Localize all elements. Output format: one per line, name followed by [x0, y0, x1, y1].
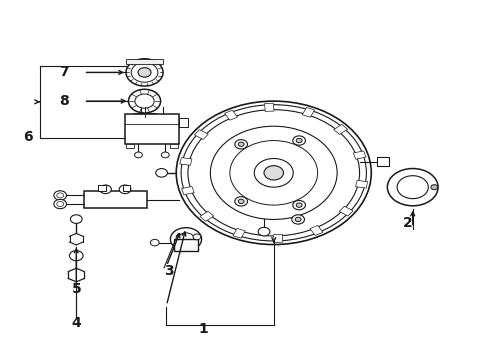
- Polygon shape: [232, 228, 244, 238]
- Circle shape: [386, 168, 437, 206]
- Circle shape: [176, 101, 370, 244]
- Text: 8: 8: [59, 94, 69, 108]
- Circle shape: [181, 105, 366, 241]
- Polygon shape: [264, 103, 273, 111]
- Circle shape: [193, 234, 201, 240]
- Bar: [125, 114, 178, 144]
- Bar: [126, 144, 134, 148]
- Circle shape: [177, 233, 194, 246]
- Text: 7: 7: [59, 66, 69, 80]
- Polygon shape: [180, 158, 191, 165]
- Circle shape: [70, 215, 82, 224]
- Polygon shape: [333, 124, 347, 134]
- Polygon shape: [194, 130, 208, 139]
- Text: 2: 2: [402, 216, 412, 230]
- Circle shape: [135, 94, 154, 108]
- Text: 5: 5: [71, 282, 81, 296]
- Bar: [376, 157, 388, 166]
- Bar: [83, 191, 147, 208]
- Circle shape: [119, 185, 131, 194]
- Polygon shape: [355, 180, 367, 188]
- Polygon shape: [181, 186, 194, 195]
- Circle shape: [161, 152, 169, 158]
- Circle shape: [258, 227, 269, 236]
- Circle shape: [296, 138, 302, 143]
- Circle shape: [138, 68, 151, 77]
- Circle shape: [238, 199, 244, 203]
- Bar: [169, 144, 177, 148]
- Text: 1: 1: [198, 322, 207, 336]
- Circle shape: [291, 215, 304, 224]
- Circle shape: [54, 191, 66, 200]
- Bar: [126, 59, 163, 64]
- Polygon shape: [224, 110, 237, 120]
- Circle shape: [54, 199, 66, 209]
- Polygon shape: [200, 211, 213, 221]
- Circle shape: [156, 168, 167, 177]
- Text: 6: 6: [22, 130, 32, 144]
- Circle shape: [430, 185, 437, 190]
- Polygon shape: [353, 151, 365, 159]
- Circle shape: [295, 217, 301, 222]
- Polygon shape: [339, 206, 352, 216]
- Polygon shape: [302, 108, 314, 117]
- Circle shape: [57, 202, 63, 207]
- Circle shape: [396, 176, 427, 199]
- Circle shape: [210, 126, 336, 220]
- Circle shape: [238, 142, 244, 147]
- Bar: [122, 185, 130, 191]
- Circle shape: [150, 239, 159, 246]
- Polygon shape: [309, 225, 322, 235]
- Circle shape: [126, 59, 163, 86]
- Bar: [133, 113, 156, 117]
- Circle shape: [170, 228, 201, 251]
- Circle shape: [187, 110, 359, 236]
- Circle shape: [131, 63, 158, 82]
- Circle shape: [134, 152, 142, 158]
- Bar: [178, 118, 188, 127]
- Circle shape: [296, 203, 302, 207]
- Circle shape: [292, 201, 305, 210]
- Text: 4: 4: [71, 316, 81, 330]
- Polygon shape: [273, 234, 282, 243]
- Circle shape: [229, 140, 317, 205]
- Circle shape: [100, 185, 111, 194]
- Circle shape: [69, 251, 83, 261]
- Bar: [173, 239, 198, 251]
- Bar: [98, 185, 106, 191]
- Circle shape: [254, 158, 293, 187]
- Circle shape: [264, 166, 283, 180]
- Circle shape: [234, 140, 247, 149]
- Circle shape: [292, 136, 305, 145]
- Text: 3: 3: [164, 265, 173, 278]
- Circle shape: [57, 193, 63, 198]
- Circle shape: [128, 89, 160, 113]
- Circle shape: [234, 197, 247, 206]
